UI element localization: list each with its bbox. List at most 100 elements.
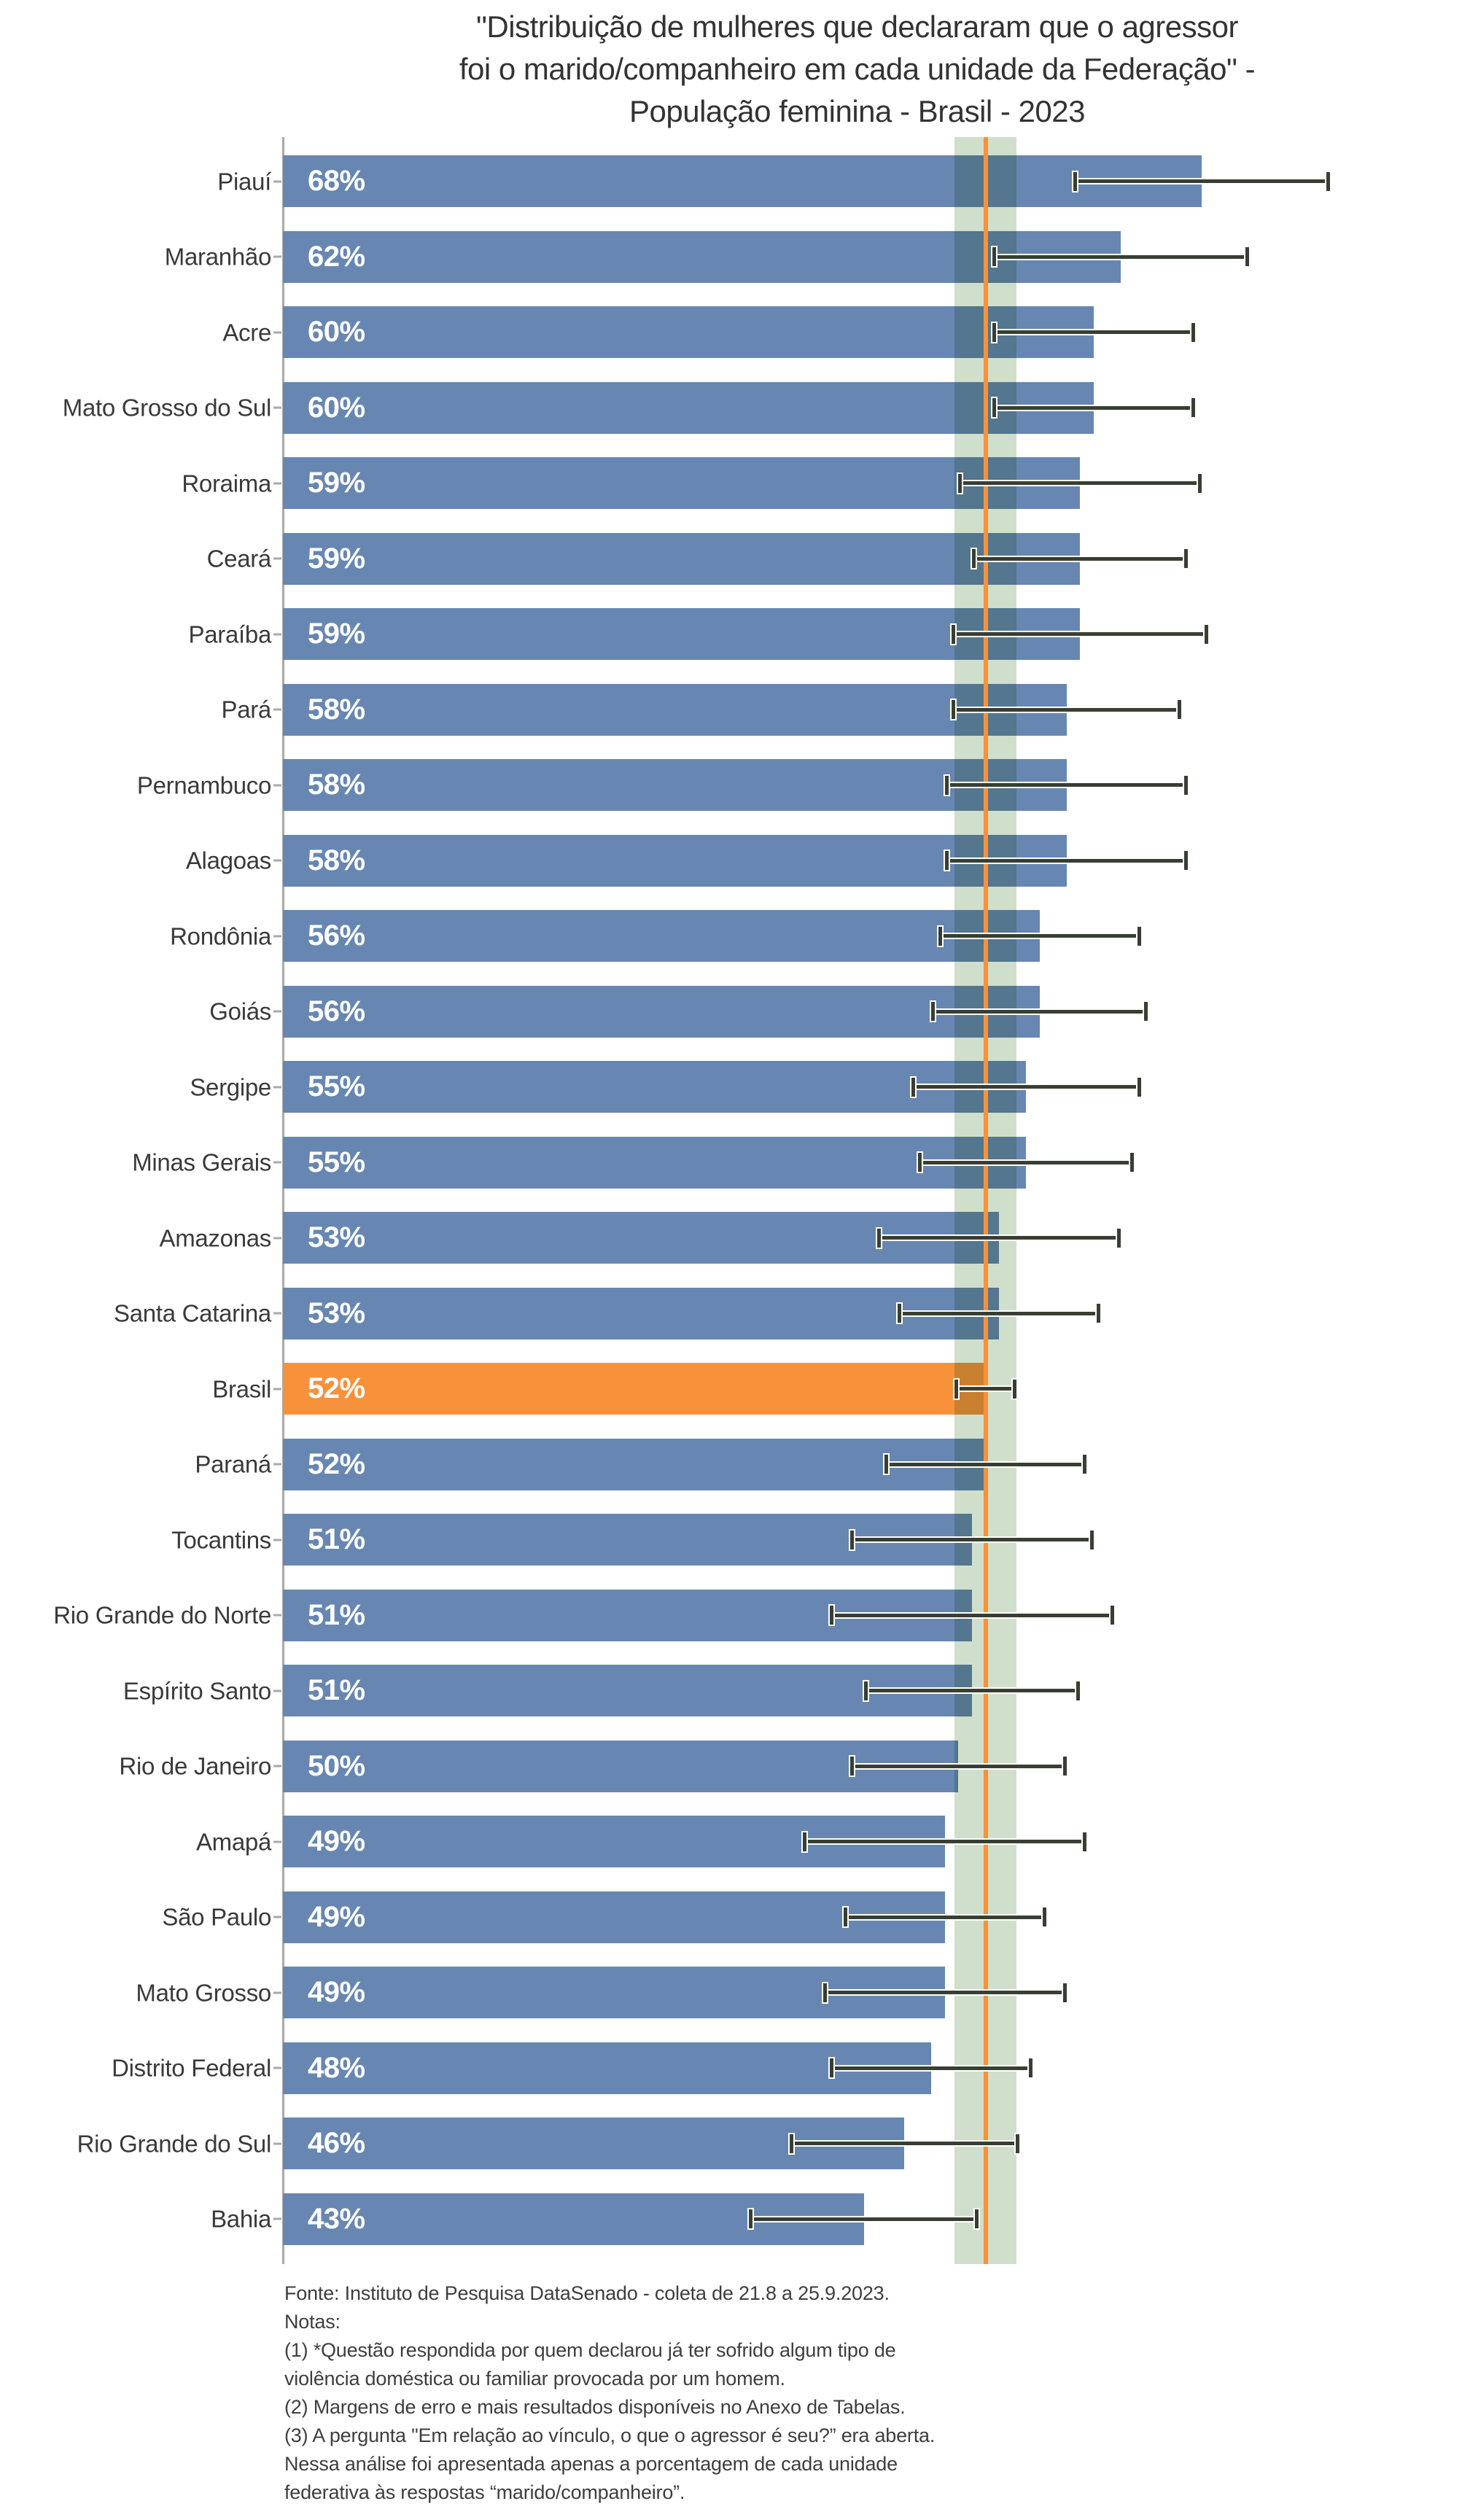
bar-row: Piauí 68%: [0, 144, 1470, 219]
bar-row: Espírito Santo 51%: [0, 1653, 1470, 1729]
value-label: 59%: [308, 618, 365, 650]
category-label: Paraíba: [188, 621, 272, 648]
value-label: 56%: [308, 919, 365, 952]
value-bar: 49%: [283, 1816, 945, 1867]
axis-tick-icon: [273, 1312, 281, 1315]
category-label: Mato Grosso: [136, 1979, 271, 2007]
category-label: Amapá: [195, 1828, 271, 1856]
value-bar: 59%: [283, 457, 1081, 509]
footer-line: (1) *Questão respondida por quem declaro…: [284, 2339, 896, 2361]
value-label: 55%: [308, 1146, 365, 1178]
footer-line: violência doméstica ou familiar provocad…: [284, 2368, 785, 2389]
footer-line: (3) A pergunta "Em relação ao vínculo, o…: [284, 2424, 936, 2446]
value-label: 60%: [308, 391, 365, 424]
category-label: Amazonas: [159, 1224, 271, 1252]
axis-tick-icon: [273, 1161, 281, 1164]
axis-tick-icon: [273, 935, 281, 938]
value-label: 52%: [308, 1447, 365, 1480]
bar-row: Santa Catarina 53%: [0, 1276, 1470, 1352]
bar-row: Roraima 59%: [0, 446, 1470, 521]
axis-tick-icon: [273, 1463, 281, 1466]
axis-tick-icon: [273, 1840, 281, 1843]
axis-tick-icon: [273, 1010, 281, 1013]
value-bar: 49%: [283, 1967, 945, 2018]
value-bar: 55%: [283, 1136, 1027, 1189]
axis-tick-icon: [273, 331, 281, 334]
category-label: Mato Grosso do Sul: [62, 394, 272, 421]
value-bar: 52%: [283, 1438, 986, 1490]
category-label: Santa Catarina: [114, 1299, 271, 1327]
axis-tick-icon: [273, 784, 281, 787]
value-bar: 53%: [283, 1212, 1000, 1264]
category-label: Minas Gerais: [132, 1148, 271, 1176]
category-label: Alagoas: [185, 847, 271, 874]
value-label: 52%: [308, 1372, 365, 1404]
bar-row: Alagoas 58%: [0, 823, 1470, 899]
axis-tick-icon: [273, 1689, 281, 1692]
bar-row: Ceará 59%: [0, 521, 1470, 597]
footer-line: Nessa análise foi apresentada apenas a p…: [284, 2453, 898, 2475]
category-label: Maranhão: [164, 243, 272, 271]
axis-tick-icon: [273, 1388, 281, 1391]
category-label: Tocantins: [171, 1526, 271, 1554]
axis-tick-icon: [273, 859, 281, 862]
value-bar: 68%: [283, 155, 1202, 207]
chart-title-line-3: População feminina - Brasil - 2023: [629, 94, 1086, 128]
bar-row: Tocantins 51%: [0, 1502, 1470, 1578]
bar-row: Distrito Federal 48%: [0, 2031, 1470, 2107]
value-label: 62%: [308, 240, 365, 273]
category-label: São Paulo: [162, 1903, 271, 1931]
value-label: 49%: [308, 1825, 365, 1857]
axis-tick-icon: [273, 255, 281, 258]
bar-row: Pernambuco 58%: [0, 747, 1470, 823]
footer-line: federativa às respostas “marido/companhe…: [284, 2481, 685, 2503]
bar-row: Maranhão 62%: [0, 219, 1470, 295]
value-bar: 43%: [283, 2193, 864, 2245]
axis-tick-icon: [273, 1991, 281, 1994]
plot-area: Piauí 68% Maranhão 62% Acre 60% Mato Grosso do…: [0, 137, 1470, 2264]
value-bar: 56%: [283, 985, 1040, 1038]
value-label: 49%: [308, 1900, 365, 1933]
category-label: Pará: [221, 696, 271, 723]
value-bar: 55%: [283, 1061, 1027, 1113]
axis-tick-icon: [273, 1614, 281, 1617]
value-bar: 59%: [283, 608, 1081, 660]
value-bar: 50%: [283, 1740, 959, 1792]
axis-tick-icon: [273, 557, 281, 560]
value-label: 59%: [308, 467, 365, 499]
value-label: 53%: [308, 1296, 365, 1329]
brasil-reference-line: [983, 137, 988, 2264]
category-label: Rio de Janeiro: [119, 1752, 271, 1780]
value-label: 56%: [308, 995, 365, 1027]
bar-row: Minas Gerais 55%: [0, 1125, 1470, 1201]
axis-tick-icon: [273, 482, 281, 485]
value-bar: 49%: [283, 1891, 945, 1943]
bar-row: Rio Grande do Sul 46%: [0, 2106, 1470, 2182]
category-label: Rio Grande do Norte: [53, 1601, 271, 1629]
chart-title-line-1: "Distribuição de mulheres que declararam…: [476, 9, 1238, 44]
bar-row: Acre 60%: [0, 295, 1470, 370]
category-label: Roraima: [182, 470, 271, 497]
value-bar: 58%: [283, 759, 1067, 811]
footer-line: Notas:: [284, 2311, 341, 2333]
value-label: 59%: [308, 542, 365, 575]
value-bar-highlight: 52%: [283, 1363, 986, 1415]
value-label: 51%: [308, 1523, 365, 1555]
axis-tick-icon: [273, 1539, 281, 1541]
bar-row: Amazonas 53%: [0, 1200, 1470, 1276]
category-label: Paraná: [195, 1450, 271, 1478]
category-label: Rio Grande do Sul: [77, 2130, 272, 2158]
category-label: Bahia: [211, 2205, 271, 2233]
category-label: Espírito Santo: [122, 1677, 271, 1705]
bar-row: Paraíba 59%: [0, 596, 1470, 672]
category-label: Acre: [222, 319, 271, 346]
category-label: Brasil: [212, 1375, 271, 1403]
axis-tick-icon: [273, 1916, 281, 1918]
value-bar: 51%: [283, 1514, 972, 1566]
value-bar: 46%: [283, 2118, 905, 2169]
value-label: 58%: [308, 693, 365, 726]
axis-tick-icon: [273, 1765, 281, 1768]
category-label: Goiás: [209, 998, 271, 1025]
value-label: 51%: [308, 1598, 365, 1631]
